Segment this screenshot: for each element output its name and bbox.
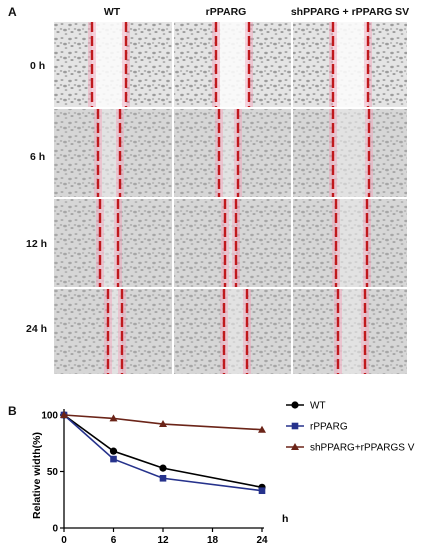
data-point [60,411,68,418]
legend-swatch-marker [291,422,299,430]
legend-label: rPPARG [310,422,348,433]
legend-item-1: rPPARG [286,422,348,433]
y-tick-label: 0 [52,524,58,535]
x-tick-label: 12 [157,535,169,546]
series-line [63,414,263,489]
x-tick-label: 6 [111,535,117,546]
series-line [63,414,263,431]
y-tick-label: 50 [47,467,59,478]
micrograph-r1-c0 [54,109,172,197]
row-label-24h: 24 h [26,323,48,335]
micrograph-r0-c0 [54,22,172,107]
line-chart-svg: 0 50 100 0 6 12 18 24 Relative width(%) h WT rPPARG… [31,401,415,547]
panel-a-label: A [8,5,17,19]
line-chart: 0 50 100 0 6 12 18 24 Relative width(%) h WT rPPARG… [0,378,432,550]
micrograph-r0-c2 [293,22,407,107]
column-header-wt: WT [103,6,121,18]
micrograph-r2-c1 [174,199,291,287]
x-tick-label: 0 [61,535,67,546]
y-tick-label: 100 [41,411,58,422]
micrograph-grid-svg [54,22,407,374]
series-2 [60,411,266,433]
micrograph-r2-c2 [293,199,407,287]
micrograph-r2-c0 [54,199,172,287]
data-point [258,487,266,495]
micrograph-r1-c1 [174,109,291,197]
data-point [109,414,118,422]
micrograph-r0-c1 [174,22,291,107]
row-label-0h: 0 h [30,60,46,72]
legend-item-0: WT [286,401,326,412]
legend-label: shPPARG+rPPARGS V [310,443,415,454]
series-line [63,414,263,492]
data-point [110,455,117,463]
data-point [159,420,167,428]
panel-b-label: B [8,404,17,418]
row-label-6h: 6 h [30,151,46,163]
micrograph-r1-c2 [293,109,407,197]
x-tick-label: 18 [207,535,219,546]
data-point [159,474,167,482]
data-point [109,447,118,455]
micrograph-grid [54,22,407,374]
legend-swatch-marker [291,401,299,409]
data-point [159,464,167,472]
column-header-shpparg-rpparg-sv: shPPARG + rPPARG SV [290,6,410,18]
y-axis-label: Relative width(%) [31,432,43,519]
legend-swatch-marker [291,443,299,450]
x-tick-label: 24 [256,535,268,546]
legend-label: WT [310,401,326,412]
row-label-12h: 12 h [26,238,48,250]
micrograph-r3-c2 [293,289,407,374]
micrograph-r3-c0 [54,289,172,374]
x-axis-label: h [282,513,288,525]
column-header-rpparg: rPPARG [205,6,247,18]
data-point [258,425,266,433]
micrograph-r3-c1 [174,289,291,374]
legend-item-2: shPPARG+rPPARGS V [286,443,415,454]
